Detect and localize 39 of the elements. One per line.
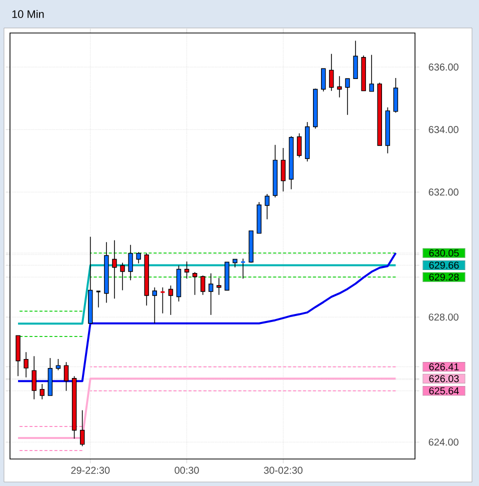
y-tick-label: 632.00: [428, 188, 458, 196]
candlestick: [321, 68, 326, 92]
candlestick: [56, 358, 61, 371]
candlestick: [40, 384, 44, 400]
candlestick: [168, 285, 174, 316]
candlestick: [393, 78, 398, 114]
candlestick: [96, 290, 102, 308]
candlestick: [240, 258, 246, 280]
x-tick-label: 30-02:30: [264, 466, 302, 474]
candlestick: [345, 78, 350, 116]
candlestick: [192, 272, 198, 296]
chart-title: 10 Min: [12, 10, 44, 18]
candlestick: [329, 54, 334, 92]
candlestick: [200, 275, 206, 296]
candlestick: [136, 252, 141, 264]
candlestick: [353, 40, 358, 80]
candlestick: [208, 272, 214, 316]
y-tick-label: 636.00: [428, 64, 458, 71]
candlestick: [160, 287, 166, 314]
candlestick: [80, 410, 85, 447]
candlestick: [120, 262, 125, 291]
x-tick-label: 29-22:30: [71, 466, 110, 474]
candlestick: [280, 148, 286, 192]
candlestick: [128, 244, 133, 281]
candlestick: [337, 76, 342, 98]
candlestick: [216, 278, 222, 296]
candlestick: [369, 54, 374, 92]
candlestick: [24, 352, 28, 378]
candlestick: [64, 362, 69, 392]
candlestick: [112, 240, 117, 300]
candlestick: [296, 132, 302, 158]
x-tick-label: 00:30: [174, 466, 199, 474]
candlestick: [152, 287, 157, 324]
candlestick: [184, 261, 190, 280]
candlestick: [32, 356, 36, 400]
y-tick-label: 624.00: [428, 438, 458, 446]
y-tick-label: 634.00: [428, 126, 458, 134]
candlestick: [264, 194, 270, 220]
y-tick-label: 628.00: [428, 314, 458, 321]
